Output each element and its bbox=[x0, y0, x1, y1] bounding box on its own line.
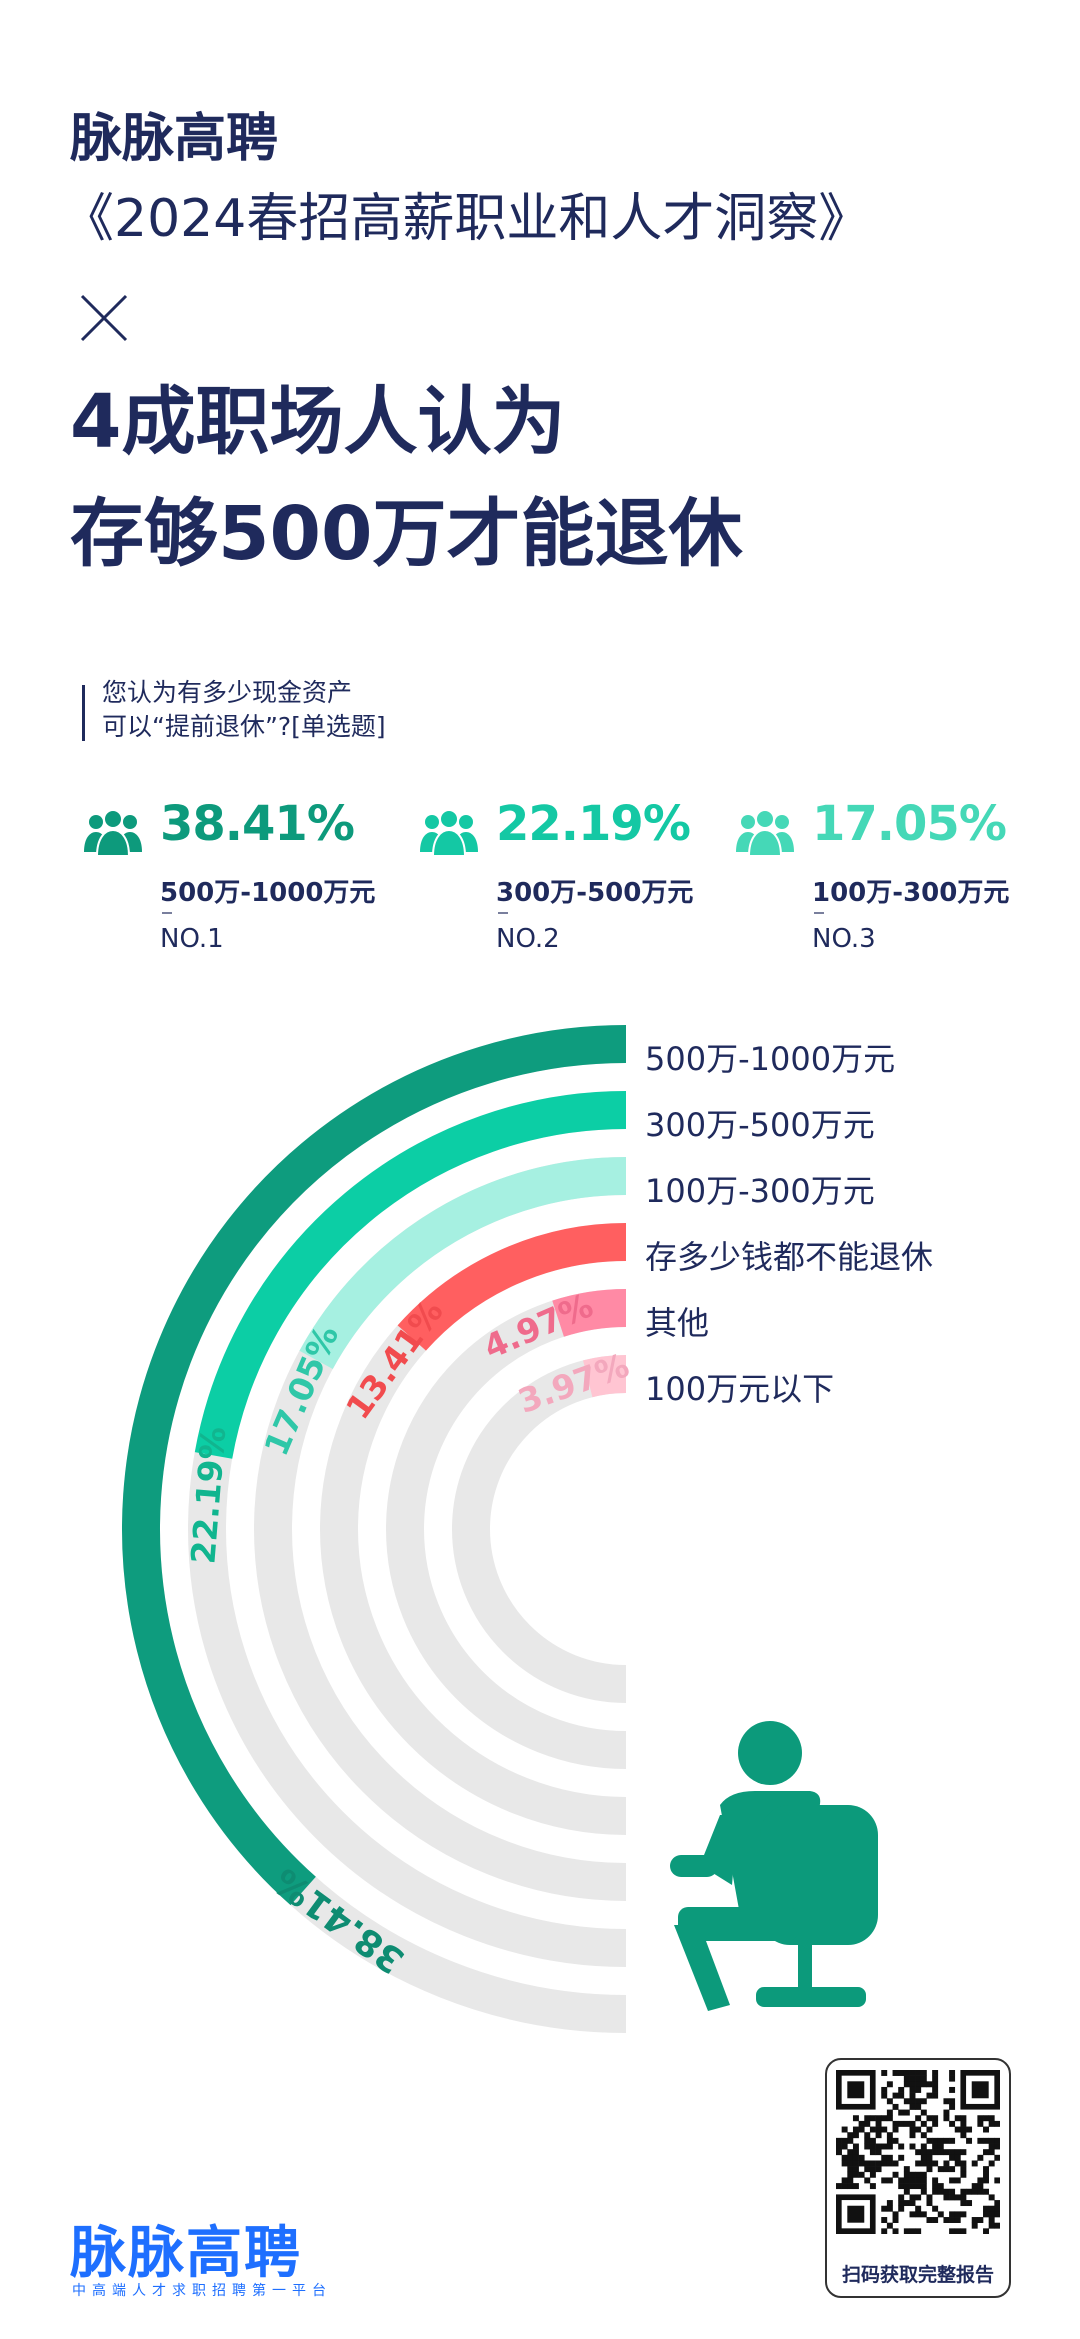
seated-person-illustration bbox=[670, 1721, 878, 2011]
stat-range: 100万-300万元 bbox=[812, 878, 1010, 908]
stat-percent: 38.41% bbox=[160, 796, 355, 852]
brand-name: 脉脉高聘 bbox=[70, 109, 279, 169]
divider bbox=[498, 912, 508, 914]
footer-logo: 脉脉高聘 bbox=[70, 2221, 302, 2286]
qr-code-icon[interactable] bbox=[836, 2070, 1000, 2234]
radial-bar-chart: 38.41%22.19%17.05%13.41% 4.97%3.97% bbox=[122, 1025, 634, 2033]
divider bbox=[814, 912, 824, 914]
stat-range: 500万-1000万元 bbox=[160, 878, 376, 908]
people-icon bbox=[420, 809, 478, 856]
ring-bar-3 bbox=[299, 1157, 627, 1370]
stat-range: 300万-500万元 bbox=[496, 878, 694, 908]
qr-code-card[interactable]: 扫码获取完整报告 bbox=[825, 2058, 1011, 2298]
headline-line-2: 存够500万才能退休 bbox=[70, 491, 743, 577]
data-label-6: 3.97% bbox=[513, 1345, 634, 1420]
stat-rank-3: 17.05% 100万-300万元 NO.3 bbox=[734, 800, 1064, 960]
ring-bar-5 bbox=[552, 1289, 627, 1337]
ring-bar-6 bbox=[583, 1355, 627, 1398]
ring-track-5 bbox=[386, 1289, 627, 1769]
footer-tagline: 中高端人才求职招聘第一平台 bbox=[72, 2283, 332, 2299]
people-icon bbox=[736, 809, 794, 856]
question-bar bbox=[82, 685, 85, 741]
stat-rank-2: 22.19% 300万-500万元 NO.2 bbox=[418, 800, 748, 960]
question-line-1: 您认为有多少现金资产 bbox=[102, 678, 353, 707]
legend-item-4: 存多少钱都不能退休 bbox=[645, 1238, 934, 1276]
legend-item-2: 300万-500万元 bbox=[645, 1106, 875, 1144]
divider bbox=[162, 912, 172, 914]
report-title: 《2024春招高薪职业和人才洞察》 bbox=[62, 189, 871, 249]
ring-bar-2 bbox=[194, 1091, 627, 1459]
stat-percent: 17.05% bbox=[812, 796, 1007, 852]
cross-icon bbox=[80, 294, 128, 342]
qr-caption: 扫码获取完整报告 bbox=[841, 2264, 994, 2286]
legend-item-5: 其他 bbox=[645, 1304, 710, 1342]
question-line-2: 可以“提前退休”?[单选题] bbox=[102, 712, 386, 741]
headline-line-1: 4成职场人认为 bbox=[70, 379, 566, 465]
stat-percent: 22.19% bbox=[496, 796, 691, 852]
ring-bar-1 bbox=[122, 1025, 627, 1906]
ring-track-6 bbox=[452, 1355, 627, 1703]
people-icon bbox=[84, 809, 142, 856]
stat-rank-1: 38.41% 500万-1000万元 NO.1 bbox=[82, 800, 412, 960]
legend-item-3: 100万-300万元 bbox=[645, 1172, 875, 1210]
ring-bar-4 bbox=[397, 1223, 627, 1351]
stat-rank: NO.3 bbox=[812, 924, 876, 954]
legend-item-1: 500万-1000万元 bbox=[645, 1040, 896, 1078]
stat-rank: NO.2 bbox=[496, 924, 560, 954]
data-label-5: 4.97% bbox=[478, 1286, 599, 1367]
stat-rank: NO.1 bbox=[160, 924, 224, 954]
legend-item-6: 100万元以下 bbox=[645, 1370, 835, 1408]
